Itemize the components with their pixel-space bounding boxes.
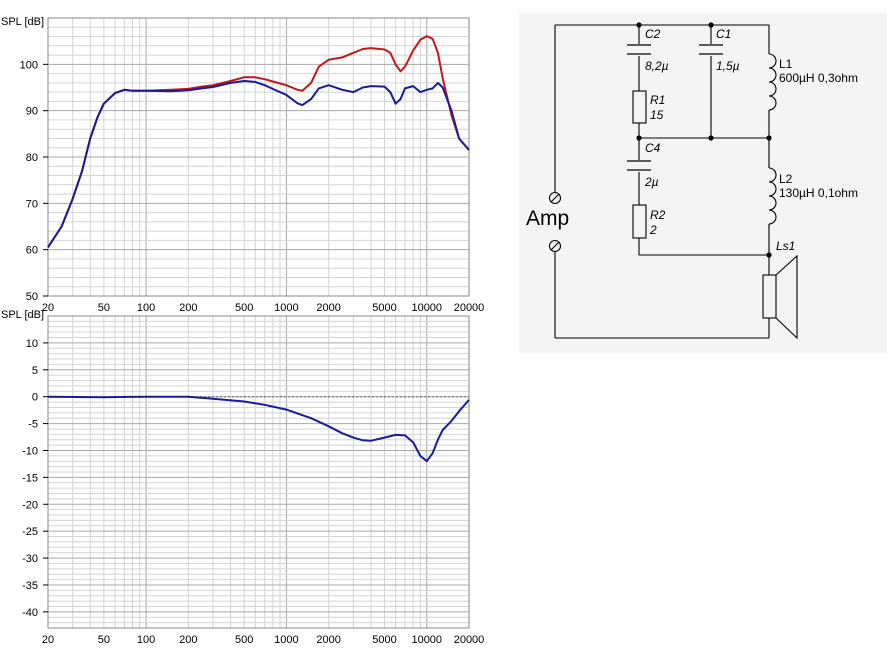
y-tick-label: -20 bbox=[22, 499, 38, 511]
y-tick-label: 10 bbox=[26, 338, 38, 350]
y-axis-label: SPL [dB] bbox=[1, 309, 44, 321]
plot-frame bbox=[47, 315, 470, 629]
inductor-l2 bbox=[768, 167, 777, 225]
y-tick-label: -5 bbox=[28, 419, 38, 431]
r1-ref: R1 bbox=[650, 93, 665, 107]
y-tick-label: 80 bbox=[26, 152, 38, 164]
c1-ref: C1 bbox=[716, 27, 731, 41]
grid bbox=[47, 315, 470, 629]
y-tick-label: 50 bbox=[26, 291, 38, 303]
c4-ref: C4 bbox=[645, 141, 661, 155]
series-line-2 bbox=[47, 80, 470, 248]
grid bbox=[47, 17, 470, 297]
loudspeaker-ls1 bbox=[762, 254, 798, 340]
y-tick-label: -30 bbox=[22, 553, 38, 565]
x-tick-label: 500 bbox=[235, 634, 253, 646]
ls1-ref: Ls1 bbox=[776, 239, 795, 253]
x-tick-label: 50 bbox=[98, 634, 110, 646]
x-tick-label: 1000 bbox=[274, 302, 298, 314]
x-tick-label: 100 bbox=[137, 302, 155, 314]
y-tick-label: 5 bbox=[32, 365, 38, 377]
series-line-1 bbox=[47, 395, 470, 463]
y-tick-label: 60 bbox=[26, 245, 38, 257]
schematic-background bbox=[519, 13, 887, 353]
c4-value: 2µ bbox=[644, 175, 659, 189]
l2-ref: L2 bbox=[779, 172, 793, 186]
l2-value: 130µH 0,1ohm bbox=[779, 186, 858, 200]
y-tick-label: 0 bbox=[32, 392, 38, 404]
resistor-r1 bbox=[632, 90, 647, 124]
y-tick-label: 70 bbox=[26, 198, 38, 210]
x-tick-label: 200 bbox=[179, 634, 197, 646]
c2-ref: C2 bbox=[645, 27, 661, 41]
capacitor-c2 bbox=[627, 44, 651, 55]
x-tick-label: 100 bbox=[137, 634, 155, 646]
x-tick-label: 5000 bbox=[372, 302, 396, 314]
x-tick-label: 1000 bbox=[274, 634, 298, 646]
l1-ref: L1 bbox=[779, 57, 793, 71]
capacitor-c4 bbox=[627, 160, 651, 171]
x-tick-label: 2000 bbox=[316, 302, 340, 314]
y-tick-label: -40 bbox=[22, 607, 38, 619]
junction-dots bbox=[636, 22, 772, 258]
chart-1: 50 60 70 80 90 100 20 50 100 200 500 1000 2000 5000 10… bbox=[1, 16, 484, 314]
x-tick-label: 10000 bbox=[411, 302, 442, 314]
x-tick-label: 20000 bbox=[454, 634, 485, 646]
y-axis-label: SPL [dB] bbox=[1, 16, 44, 28]
x-tick-label: 5000 bbox=[372, 634, 396, 646]
x-tick-label: 200 bbox=[179, 302, 197, 314]
c1-value: 1,5µ bbox=[716, 59, 740, 73]
c2-value: 8,2µ bbox=[645, 59, 669, 73]
capacitor-c1 bbox=[699, 44, 723, 55]
schematic-wires bbox=[554, 24, 770, 339]
x-tick-label: 10000 bbox=[411, 634, 442, 646]
y-tick-label: -10 bbox=[22, 445, 38, 457]
l1-value: 600µH 0,3ohm bbox=[779, 71, 858, 85]
r2-ref: R2 bbox=[650, 208, 666, 222]
y-tick-label: 100 bbox=[20, 59, 38, 71]
y-tick-label: -15 bbox=[22, 472, 38, 484]
resistor-r2 bbox=[632, 204, 647, 239]
y-tick-label: 90 bbox=[26, 106, 38, 118]
x-tick-label: 50 bbox=[98, 302, 110, 314]
r1-value: 15 bbox=[650, 108, 664, 122]
x-tick-label: 500 bbox=[235, 302, 253, 314]
amp-terminals bbox=[548, 191, 562, 253]
x-tick-label: 20000 bbox=[454, 302, 485, 314]
x-tick-label: 20 bbox=[42, 302, 54, 314]
x-tick-label: 2000 bbox=[316, 634, 340, 646]
amp-label: Amp bbox=[526, 207, 569, 230]
x-tick-label: 20 bbox=[42, 634, 54, 646]
y-tick-label: -35 bbox=[22, 580, 38, 592]
inductor-l1 bbox=[768, 53, 777, 111]
y-tick-label: -25 bbox=[22, 526, 38, 538]
r2-value: 2 bbox=[649, 223, 657, 237]
